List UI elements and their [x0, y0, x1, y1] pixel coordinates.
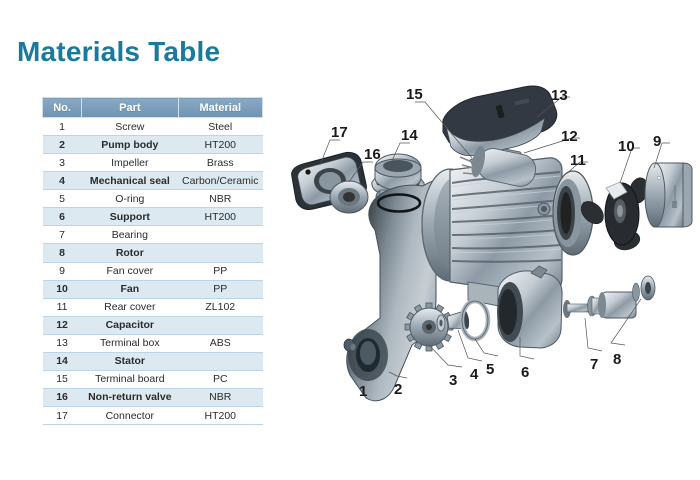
svg-text:16: 16 [364, 146, 381, 163]
svg-text:5: 5 [486, 361, 494, 378]
svg-text:1: 1 [359, 383, 367, 400]
svg-text:4: 4 [470, 366, 479, 383]
svg-text:14: 14 [401, 127, 418, 144]
svg-text:12: 12 [561, 128, 578, 145]
svg-text:13: 13 [551, 87, 568, 104]
svg-text:15: 15 [406, 86, 423, 103]
svg-text:3: 3 [449, 372, 457, 389]
svg-text:7: 7 [590, 356, 598, 373]
svg-text:2: 2 [394, 381, 402, 398]
svg-text:9: 9 [653, 133, 661, 150]
svg-text:17: 17 [331, 124, 348, 141]
svg-text:11: 11 [570, 152, 586, 169]
svg-text:6: 6 [521, 364, 529, 381]
svg-text:8: 8 [613, 351, 621, 368]
svg-text:10: 10 [618, 138, 635, 155]
